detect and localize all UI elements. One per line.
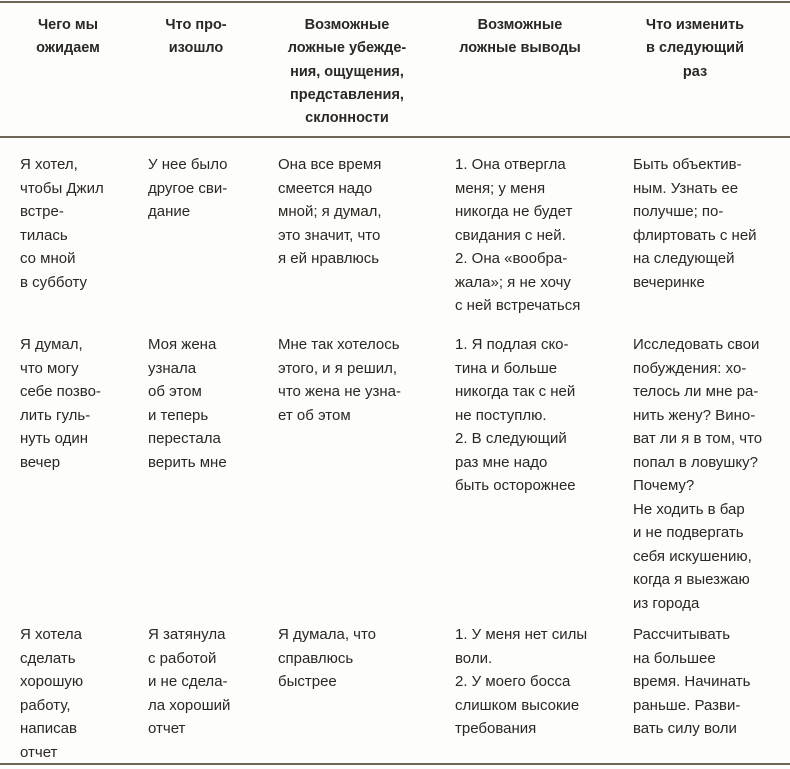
table-cell: Мне так хотелось этого, и я решил, что ж… (278, 336, 401, 424)
table-cell: Я думал, что могу себе позво- лить гуль-… (20, 336, 101, 471)
table-cell: Я думала, что справлюсь быстрее (278, 626, 377, 690)
table-cell: Исследовать свои побуждения: хо- телось … (633, 336, 763, 612)
header-rule (0, 136, 790, 138)
header-what-to-change: Что изменить в следующий раз (645, 17, 745, 80)
header-false-beliefs: Возможные ложные убежде- ния, ощущения, … (287, 17, 407, 127)
table-cell: Я хотела сделать хорошую работу, написав… (20, 626, 84, 761)
header-expectation: Чего мы ожидаем (36, 17, 100, 57)
top-rule (0, 1, 790, 3)
table-cell: 1. Она отвергла меня; у меня никогда не … (455, 156, 581, 314)
bottom-rule (0, 763, 790, 765)
table-cell: Рассчитывать на большее время. Начинать … (633, 626, 751, 737)
table-cell: 1. Я подлая ско- тина и больше никогда т… (455, 336, 576, 494)
table-cell: У нее было другое сви- дание (148, 156, 228, 220)
table-cell: Быть объектив- ным. Узнать ее получше; п… (633, 156, 757, 291)
table-cell: Я затянула с работой и не сделa- ла хоро… (148, 626, 231, 737)
table-cell: 1. У меня нет силы воли. 2. У моего босс… (455, 626, 588, 737)
header-what-happened: Что про- изошло (165, 17, 227, 57)
table-cell: Моя жена узнала об этом и теперь переста… (148, 336, 227, 471)
header-false-conclusions: Возможные ложные выводы (459, 17, 581, 57)
table-cell: Она все время смеется надо мной; я думал… (278, 156, 382, 267)
table-cell: Я хотел, чтобы Джил встре- тилась со мно… (20, 156, 104, 291)
